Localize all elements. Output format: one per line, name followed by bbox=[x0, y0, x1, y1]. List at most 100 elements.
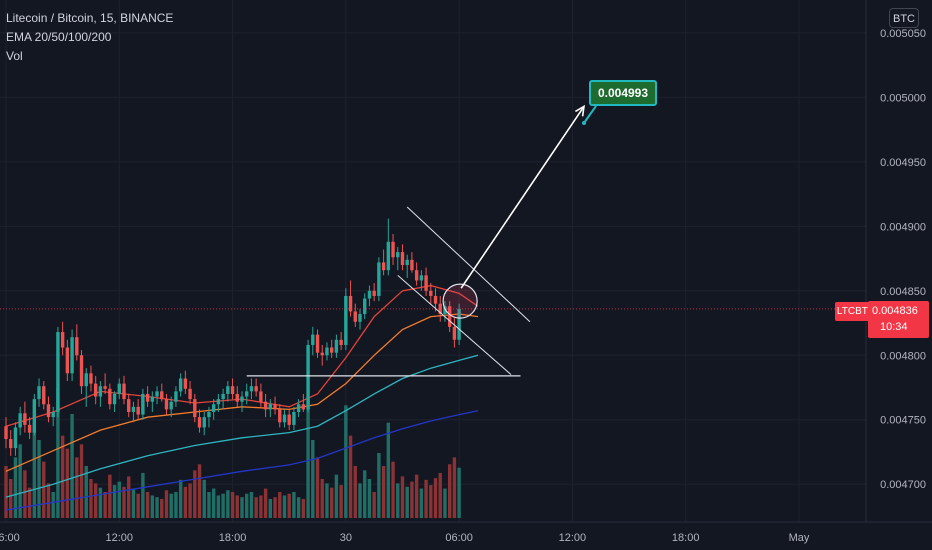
volume-bar bbox=[325, 483, 329, 518]
candle-body bbox=[23, 413, 27, 425]
volume-bars bbox=[4, 388, 461, 518]
volume-bar bbox=[278, 492, 282, 518]
candle bbox=[98, 381, 103, 407]
candle-body bbox=[311, 334, 315, 345]
candle-body bbox=[363, 298, 367, 314]
candle-body bbox=[245, 391, 249, 397]
volume-bar bbox=[268, 498, 273, 518]
candle bbox=[358, 308, 362, 330]
candle-body bbox=[202, 417, 206, 428]
price-axis[interactable]: 0.004700 0.004750 0.004800 0.004850 0.004900… bbox=[865, 0, 932, 550]
candle bbox=[103, 373, 107, 394]
candle-body bbox=[18, 413, 22, 428]
candle bbox=[240, 391, 244, 412]
candle-body bbox=[112, 393, 117, 405]
candle-body bbox=[155, 391, 159, 397]
candle-body bbox=[405, 259, 409, 265]
candle-body bbox=[410, 259, 414, 271]
volume-bar bbox=[84, 466, 88, 518]
candle bbox=[410, 252, 414, 273]
volume-bar bbox=[358, 483, 362, 518]
candle bbox=[443, 301, 447, 322]
volume-bar bbox=[23, 470, 27, 518]
candle bbox=[292, 406, 296, 431]
candle bbox=[56, 326, 60, 418]
candle-body bbox=[32, 399, 37, 433]
volume-bar bbox=[235, 495, 239, 518]
symbol-title[interactable]: Litecoin / Bitcoin, 15, BINANCE bbox=[6, 11, 174, 25]
candle-body bbox=[443, 306, 447, 314]
candle bbox=[429, 283, 433, 304]
candle bbox=[23, 401, 27, 433]
volume-indicator-title[interactable]: Vol bbox=[6, 49, 23, 63]
volume-bar bbox=[410, 481, 414, 518]
volume-bar bbox=[353, 466, 357, 518]
candle-body bbox=[447, 306, 452, 327]
candle-body bbox=[282, 414, 287, 423]
candlestick-series bbox=[4, 218, 461, 456]
volume-bar bbox=[193, 470, 197, 518]
volume-bar bbox=[396, 483, 400, 518]
candle bbox=[296, 399, 301, 418]
candle bbox=[386, 218, 391, 276]
candle-body bbox=[42, 386, 46, 405]
volume-bar bbox=[348, 435, 353, 518]
candle bbox=[226, 381, 230, 402]
volume-bar bbox=[141, 472, 145, 518]
candle-body bbox=[141, 393, 145, 415]
target-price-label[interactable]: 0.004993 bbox=[589, 80, 657, 106]
candle-body bbox=[344, 295, 348, 345]
target-arrow-line bbox=[460, 105, 585, 289]
candle-body bbox=[396, 252, 400, 258]
target-arrow-head bbox=[574, 104, 586, 117]
candle bbox=[419, 270, 424, 291]
volume-bar bbox=[145, 492, 150, 518]
volume-bar bbox=[414, 474, 419, 518]
candle bbox=[414, 262, 419, 286]
volume-bar bbox=[9, 479, 13, 518]
volume-bar bbox=[452, 457, 457, 518]
volume-bar bbox=[207, 492, 211, 518]
volume-bar bbox=[103, 492, 107, 518]
price-axis-bg bbox=[866, 0, 932, 550]
candle-body bbox=[263, 401, 268, 410]
volume-bar bbox=[79, 444, 84, 518]
volume-bar bbox=[65, 448, 70, 518]
candle-body bbox=[183, 378, 188, 389]
volume-bar bbox=[221, 493, 225, 518]
ema-indicator-title[interactable]: EMA 20/50/100/200 bbox=[6, 30, 112, 44]
volume-bar bbox=[296, 497, 301, 518]
candle bbox=[254, 378, 258, 397]
candle bbox=[216, 393, 221, 412]
volume-bar bbox=[150, 495, 155, 518]
candle bbox=[396, 246, 400, 271]
candle-body bbox=[169, 401, 173, 410]
volume-bar bbox=[259, 495, 263, 518]
candle-body bbox=[79, 355, 84, 387]
candle-body bbox=[89, 373, 93, 384]
breakout-circle bbox=[442, 283, 478, 319]
volume-bar bbox=[311, 440, 315, 518]
candle bbox=[320, 344, 324, 366]
currency-button[interactable]: BTC bbox=[889, 8, 919, 28]
candle-body bbox=[9, 439, 13, 449]
candle bbox=[75, 324, 79, 361]
volume-bar bbox=[320, 479, 324, 518]
candle bbox=[249, 378, 254, 400]
time-axis[interactable]: 06:00 12:00 18:00 30 06:00 12:00 18:00 May bbox=[0, 521, 932, 550]
candle-body bbox=[60, 332, 65, 348]
time-tick-label: 18:00 bbox=[219, 532, 247, 544]
time-tick-label: 18:00 bbox=[672, 532, 700, 544]
candle-body bbox=[259, 391, 263, 402]
price-tick-label: 0.004800 bbox=[880, 350, 926, 362]
candle bbox=[344, 288, 348, 351]
candle-body bbox=[358, 314, 362, 322]
candle-body bbox=[13, 427, 18, 449]
volume-bar bbox=[131, 488, 136, 518]
candle bbox=[84, 368, 88, 407]
time-tick-label: May bbox=[789, 532, 810, 544]
volume-bar bbox=[306, 396, 310, 518]
volume-bar bbox=[56, 388, 60, 518]
candle-body bbox=[249, 386, 254, 392]
